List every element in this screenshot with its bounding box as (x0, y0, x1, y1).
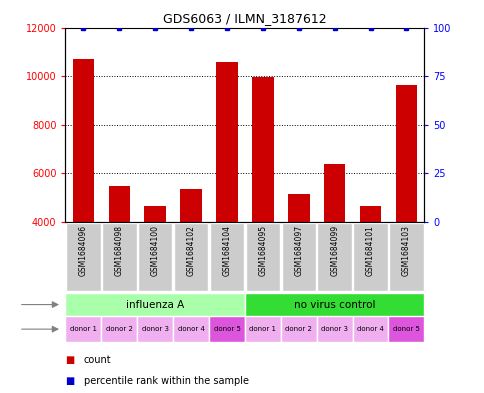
Bar (65, 316, 101, 342)
Text: ■: ■ (65, 354, 75, 365)
Bar (137, 224, 172, 291)
Bar (173, 224, 208, 291)
Text: GSM1684099: GSM1684099 (330, 225, 338, 276)
Text: donor 1: donor 1 (249, 326, 276, 332)
Text: donor 3: donor 3 (320, 326, 348, 332)
Text: GSM1684100: GSM1684100 (151, 225, 159, 276)
Text: donor 5: donor 5 (213, 326, 240, 332)
Bar (359, 206, 380, 222)
Text: donor 2: donor 2 (285, 326, 312, 332)
Text: donor 5: donor 5 (392, 326, 419, 332)
Bar (280, 316, 316, 342)
Title: GDS6063 / ILMN_3187612: GDS6063 / ILMN_3187612 (163, 12, 326, 25)
Bar (173, 316, 209, 342)
Text: GSM1684101: GSM1684101 (365, 225, 374, 276)
Bar (388, 316, 424, 342)
Bar (244, 316, 280, 342)
Bar (108, 185, 130, 222)
Bar (180, 189, 201, 222)
Bar (209, 316, 244, 342)
Text: GSM1684098: GSM1684098 (115, 225, 123, 276)
Bar (395, 84, 416, 222)
Text: donor 2: donor 2 (106, 326, 133, 332)
Text: GSM1684104: GSM1684104 (222, 225, 231, 276)
Text: donor 4: donor 4 (356, 326, 383, 332)
Bar (352, 224, 387, 291)
Bar (287, 194, 309, 222)
Bar (137, 316, 173, 342)
Text: no virus control: no virus control (293, 299, 375, 310)
Text: GSM1684095: GSM1684095 (258, 225, 267, 276)
Bar (317, 224, 351, 291)
Text: influenza A: influenza A (126, 299, 184, 310)
Bar (316, 316, 352, 342)
Bar (352, 316, 388, 342)
Bar (102, 224, 136, 291)
Text: percentile rank within the sample: percentile rank within the sample (84, 376, 248, 386)
Bar (101, 316, 137, 342)
Bar (245, 224, 280, 291)
Text: ■: ■ (65, 376, 75, 386)
Text: GSM1684096: GSM1684096 (79, 225, 88, 276)
Bar (209, 224, 244, 291)
Bar (252, 77, 273, 222)
Text: count: count (84, 354, 111, 365)
Bar (65, 293, 244, 316)
Bar (323, 163, 345, 222)
Bar (216, 62, 237, 222)
Bar (144, 206, 166, 222)
Text: GSM1684102: GSM1684102 (186, 225, 195, 276)
Text: donor 3: donor 3 (141, 326, 168, 332)
Text: donor 4: donor 4 (177, 326, 204, 332)
Text: donor 1: donor 1 (70, 326, 97, 332)
Bar (73, 59, 94, 222)
Bar (66, 224, 101, 291)
Bar (388, 224, 423, 291)
Text: GSM1684103: GSM1684103 (401, 225, 410, 276)
Bar (244, 293, 424, 316)
Bar (281, 224, 316, 291)
Text: GSM1684097: GSM1684097 (294, 225, 302, 276)
